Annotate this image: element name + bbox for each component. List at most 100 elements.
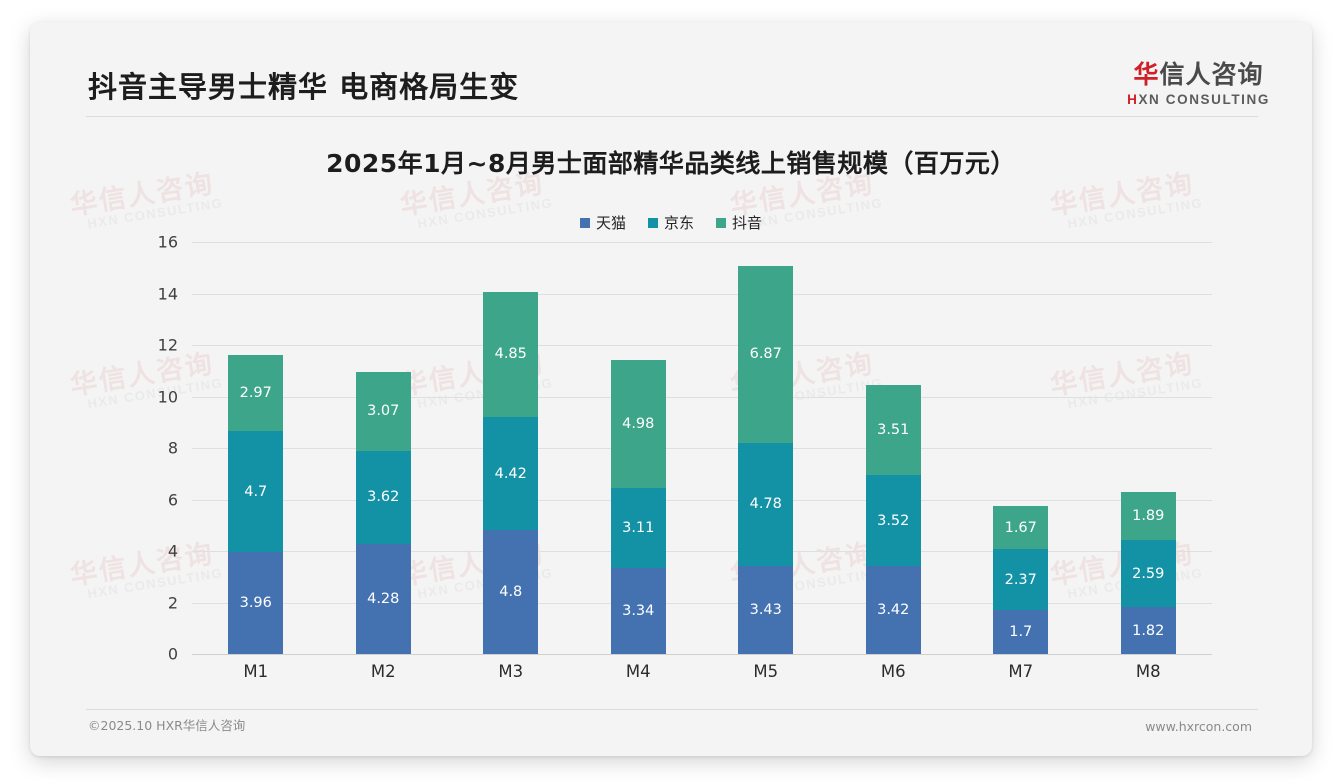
bar-segment-京东[interactable]: 4.42 bbox=[483, 416, 539, 531]
bar-segment-抖音[interactable]: 3.07 bbox=[355, 371, 411, 451]
bar-segment-天猫[interactable]: 3.42 bbox=[865, 565, 921, 654]
bar-value-label: 3.52 bbox=[877, 512, 910, 529]
y-axis: 16 14 12 10 8 6 4 2 0 bbox=[130, 233, 178, 664]
bar-value-label: 4.7 bbox=[244, 483, 268, 500]
gridline bbox=[192, 551, 1212, 552]
y-axis-tick-label: 12 bbox=[157, 335, 178, 355]
gridline bbox=[192, 293, 1212, 295]
y-axis-tick-label: 2 bbox=[167, 593, 178, 612]
logo-chinese: 华信人咨询 bbox=[1127, 55, 1270, 91]
gridline bbox=[192, 654, 1212, 655]
legend-label: 京东 bbox=[663, 214, 694, 232]
bar-value-label: 1.67 bbox=[1004, 519, 1037, 536]
chart-title: 2025年1月~8月男士面部精华品类线上销售规模（百万元） bbox=[326, 149, 1016, 178]
gridline bbox=[192, 499, 1212, 501]
bar-value-label: 3.42 bbox=[877, 601, 910, 618]
y-axis-tick-label: 14 bbox=[157, 284, 178, 303]
bar-segment-抖音[interactable]: 6.87 bbox=[738, 265, 794, 443]
bar-series-container: 2.97 4.7 3.96 3.07 3.62 4.28 4.85 4.42 4.8 4.98 3.… bbox=[192, 242, 1212, 654]
bar-value-label: 3.43 bbox=[749, 601, 782, 618]
bar-value-label: 1.7 bbox=[1009, 624, 1033, 641]
bar-segment-天猫[interactable]: 4.8 bbox=[483, 530, 539, 654]
bar-value-label: 2.37 bbox=[1004, 571, 1037, 588]
bar-group-M6[interactable]: 3.51 3.52 3.42 bbox=[865, 242, 921, 654]
bar-value-label: 2.97 bbox=[239, 384, 272, 401]
bar-segment-抖音[interactable]: 3.51 bbox=[865, 384, 921, 476]
bar-value-label: 4.85 bbox=[494, 346, 527, 363]
bar-value-label: 4.42 bbox=[494, 465, 527, 482]
y-axis-tick-label: 6 bbox=[167, 490, 178, 509]
bar-segment-天猫[interactable]: 3.96 bbox=[228, 552, 284, 654]
bar-segment-天猫[interactable]: 1.82 bbox=[1120, 607, 1176, 654]
bar-segment-京东[interactable]: 4.7 bbox=[228, 431, 284, 553]
logo-chinese-first-char: 华 bbox=[1133, 60, 1160, 89]
y-axis-tick-label: 0 bbox=[167, 644, 178, 664]
bar-value-label: 3.11 bbox=[622, 519, 655, 536]
x-axis-tick-label: M5 bbox=[753, 662, 779, 681]
logo-english: HXN CONSULTING bbox=[1127, 92, 1270, 107]
bar-value-label: 6.87 bbox=[749, 346, 782, 363]
legend-item-天猫[interactable]: 天猫 bbox=[579, 212, 626, 233]
bar-segment-京东[interactable]: 2.37 bbox=[993, 549, 1049, 611]
bar-value-label: 3.07 bbox=[367, 403, 400, 420]
company-logo: 华信人咨询 HXN CONSULTING bbox=[1127, 55, 1270, 107]
legend-item-京东[interactable]: 京东 bbox=[647, 212, 694, 233]
bar-segment-天猫[interactable]: 1.7 bbox=[993, 610, 1049, 654]
legend-item-抖音[interactable]: 抖音 bbox=[716, 212, 762, 233]
gridline bbox=[192, 345, 1212, 346]
bar-segment-抖音[interactable]: 2.97 bbox=[228, 354, 284, 432]
y-axis-tick-label: 16 bbox=[157, 232, 178, 252]
bar-segment-天猫[interactable]: 3.43 bbox=[738, 565, 794, 654]
bar-segment-京东[interactable]: 4.78 bbox=[738, 442, 794, 566]
bar-segment-京东[interactable]: 3.52 bbox=[865, 475, 921, 566]
bar-value-label: 3.96 bbox=[239, 595, 272, 612]
x-axis-tick-label: M6 bbox=[880, 662, 906, 681]
bar-group-M1[interactable]: 2.97 4.7 3.96 bbox=[228, 242, 284, 654]
legend-swatch-icon bbox=[579, 217, 590, 228]
bar-group-M3[interactable]: 4.85 4.42 4.8 bbox=[483, 242, 539, 654]
x-axis-tick-label: M1 bbox=[243, 662, 269, 681]
bar-value-label: 4.78 bbox=[749, 496, 782, 513]
bar-segment-抖音[interactable]: 1.67 bbox=[993, 506, 1049, 550]
gridline bbox=[192, 396, 1212, 398]
chart-plot-area: 16 14 12 10 8 6 4 2 0 2.97 4.7 3.96 3.07 3.62 4.28 4.8… bbox=[130, 233, 1220, 692]
bar-value-label: 1.82 bbox=[1132, 622, 1165, 639]
bar-segment-抖音[interactable]: 4.85 bbox=[483, 291, 539, 417]
bar-value-label: 3.51 bbox=[877, 422, 910, 439]
bar-segment-京东[interactable]: 2.59 bbox=[1120, 540, 1176, 608]
x-axis-tick-label: M2 bbox=[370, 662, 396, 681]
logo-chinese-rest: 信人咨询 bbox=[1159, 60, 1264, 89]
page-title: 抖音主导男士精华 电商格局生变 bbox=[88, 70, 520, 104]
bar-value-label: 4.28 bbox=[367, 590, 400, 607]
bar-segment-天猫[interactable]: 3.34 bbox=[610, 568, 666, 654]
bar-segment-抖音[interactable]: 1.89 bbox=[1120, 491, 1176, 541]
slide-header: 抖音主导男士精华 电商格局生变 华信人咨询 HXN CONSULTING bbox=[30, 22, 1312, 116]
y-axis-tick-label: 8 bbox=[167, 438, 178, 458]
legend-swatch-icon bbox=[647, 217, 658, 228]
x-axis-tick-label: M7 bbox=[1008, 662, 1034, 681]
bar-value-label: 4.8 bbox=[499, 584, 523, 601]
bar-segment-抖音[interactable]: 4.98 bbox=[610, 359, 666, 488]
footer-divider bbox=[86, 709, 1258, 710]
bar-segment-天猫[interactable]: 4.28 bbox=[355, 543, 411, 654]
bar-segment-京东[interactable]: 3.62 bbox=[355, 450, 411, 544]
x-axis-tick-label: M8 bbox=[1135, 662, 1161, 681]
bar-group-M7[interactable]: 1.67 2.37 1.7 bbox=[993, 242, 1049, 654]
bar-segment-京东[interactable]: 3.11 bbox=[610, 487, 666, 568]
legend-label: 天猫 bbox=[595, 214, 626, 232]
legend-swatch-icon bbox=[716, 217, 726, 228]
x-axis-tick-label: M4 bbox=[625, 662, 651, 681]
bar-group-M2[interactable]: 3.07 3.62 4.28 bbox=[355, 242, 411, 654]
grid-area: 2.97 4.7 3.96 3.07 3.62 4.28 4.85 4.42 4.8 4.98 3.… bbox=[192, 242, 1212, 655]
bar-group-M8[interactable]: 1.89 2.59 1.82 bbox=[1120, 242, 1176, 654]
legend-label: 抖音 bbox=[732, 214, 763, 232]
gridline bbox=[192, 242, 1212, 243]
chart-legend: 天猫 京东 抖音 bbox=[30, 212, 1312, 233]
bar-value-label: 2.59 bbox=[1132, 565, 1165, 582]
bar-group-M5[interactable]: 6.87 4.78 3.43 bbox=[738, 242, 794, 654]
bar-group-M4[interactable]: 4.98 3.11 3.34 bbox=[610, 242, 666, 654]
bar-value-label: 3.62 bbox=[367, 489, 400, 506]
footer-website: www.hxrcon.com bbox=[1145, 719, 1252, 734]
slide-canvas: 华信人咨询 HXN CONSULTING 华信人咨询 HXN CONSULTING 华信… bbox=[30, 22, 1312, 756]
x-axis-tick-label: M3 bbox=[498, 662, 524, 681]
